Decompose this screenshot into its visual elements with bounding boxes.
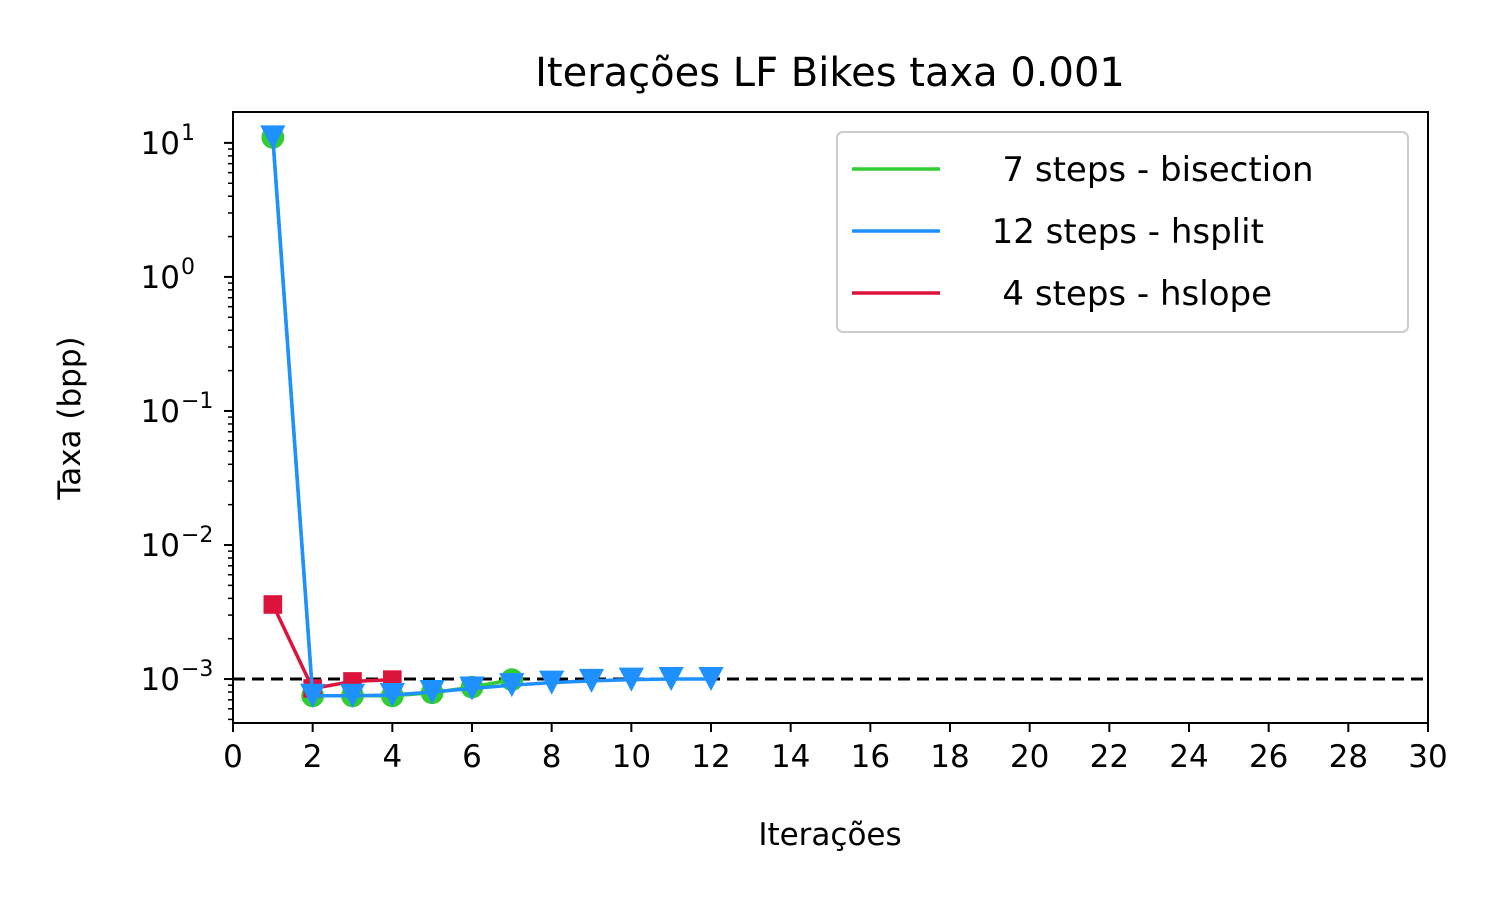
legend-entry: 7 steps - bisection <box>852 150 1314 190</box>
data-point <box>539 670 565 695</box>
data-point <box>459 676 485 701</box>
x-tick-label: 24 <box>1169 739 1208 775</box>
x-tick-label: 26 <box>1249 739 1288 775</box>
data-point <box>339 683 366 708</box>
series-triangle-down <box>260 125 724 708</box>
y-tick-label: 10 <box>141 126 180 162</box>
plot-layer <box>233 125 1428 708</box>
data-point <box>260 125 286 150</box>
y-tick-label: 10 <box>141 662 180 698</box>
data-point <box>300 683 326 708</box>
legend-entry: 4 steps - hslope <box>852 274 1272 314</box>
x-tick-label: 30 <box>1408 739 1447 775</box>
x-tick-label: 10 <box>612 739 651 775</box>
x-tick-label: 6 <box>462 739 482 775</box>
x-tick-label: 2 <box>303 739 323 775</box>
x-tick-label: 20 <box>1010 739 1049 775</box>
legend-label: 12 steps - hsplit <box>970 212 1264 252</box>
x-tick-label: 14 <box>771 739 810 775</box>
legend-box <box>836 131 1409 333</box>
legend-label: 4 steps - hslope <box>970 274 1272 314</box>
x-tick-label: 0 <box>223 739 243 775</box>
y-tick-label: 10 <box>141 260 180 296</box>
x-tick-label: 8 <box>542 739 562 775</box>
legend-label: 7 steps - bisection <box>970 150 1314 190</box>
series-line <box>271 137 513 698</box>
x-tick-label: 18 <box>930 739 969 775</box>
y-axis-label: Taxa (bpp) <box>52 336 88 500</box>
data-point <box>578 668 605 693</box>
legend: 7 steps - bisection 12 steps - hsplit 4 … <box>836 131 1409 333</box>
chart-title: Iterações LF Bikes taxa 0.001 <box>535 50 1125 96</box>
x-tick-label: 28 <box>1329 739 1368 775</box>
y-tick-exponent: −2 <box>181 523 213 548</box>
series-line <box>271 137 711 698</box>
data-point <box>263 595 283 614</box>
series-line <box>271 603 393 691</box>
legend-entry: 12 steps - hsplit <box>852 212 1264 252</box>
y-tick-exponent: −1 <box>181 389 213 414</box>
y-tick-exponent: 0 <box>181 255 195 280</box>
x-tick-label: 12 <box>691 739 730 775</box>
data-point <box>499 673 525 698</box>
series-circle <box>261 125 524 708</box>
data-point <box>379 683 405 708</box>
y-tick-exponent: −3 <box>181 657 213 682</box>
x-tick-label: 4 <box>382 739 402 775</box>
x-tick-label: 22 <box>1090 739 1129 775</box>
data-point <box>419 680 445 705</box>
x-axis-label: Iterações <box>758 817 901 853</box>
x-tick-label: 16 <box>851 739 890 775</box>
data-point <box>658 667 684 692</box>
series-square <box>263 595 402 698</box>
data-point <box>618 667 644 692</box>
y-tick-label: 10 <box>141 394 180 430</box>
y-tick-label: 10 <box>141 528 180 564</box>
data-point <box>698 667 724 692</box>
y-tick-exponent: 1 <box>181 121 195 146</box>
